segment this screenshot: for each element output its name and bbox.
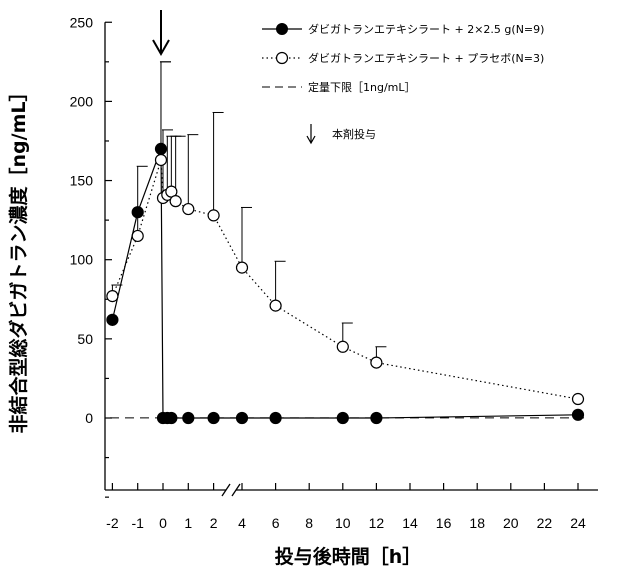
x-tick-label: 10 <box>335 515 351 531</box>
data-point <box>269 411 282 425</box>
dose-annotation-label: 本剤投与 <box>332 127 376 141</box>
x-axis-ticks: -2 -1 0 1 2 4 6 8 10 12 14 16 18 20 22 24 <box>106 483 586 531</box>
series-layer <box>106 61 585 425</box>
data-point <box>336 411 349 425</box>
y-tick-label: 50 <box>77 331 93 347</box>
x-tick-label: 4 <box>238 515 246 531</box>
data-point <box>182 202 195 216</box>
x-tick-label: 1 <box>184 515 192 531</box>
data-point <box>370 411 383 425</box>
dose-annotation: 本剤投与 <box>152 10 376 145</box>
x-axis-title: 投与後時間［h］ <box>275 545 422 568</box>
x-tick-label: -2 <box>106 515 119 531</box>
x-tick-label: 16 <box>436 515 452 531</box>
data-point <box>235 261 249 274</box>
data-point <box>131 229 144 243</box>
series-2 <box>106 61 585 406</box>
data-point <box>169 195 182 208</box>
x-tick-label: 2 <box>210 515 218 531</box>
data-point <box>370 356 383 369</box>
legend-label-reference: 定量下限［1ng/mL］ <box>308 80 416 94</box>
data-point <box>207 209 220 222</box>
y-axis-title: 非結合型総ダビガトラン濃度［ng/mL］ <box>7 83 30 434</box>
x-tick-label: -1 <box>131 515 144 531</box>
data-point <box>207 411 220 425</box>
x-tick-label: 20 <box>503 515 519 531</box>
x-tick-label: 6 <box>272 515 280 531</box>
legend-marker-series-1 <box>276 23 288 35</box>
x-tick-label: 14 <box>402 515 418 531</box>
data-point <box>106 313 119 326</box>
down-arrow-icon <box>306 135 316 145</box>
series-1-line <box>111 148 579 419</box>
data-point <box>182 411 195 425</box>
data-point <box>165 411 178 425</box>
series-2-line <box>111 159 579 400</box>
legend-label-series-1: ダビガトランエテキシラート + 2×2.5 g(N=9) <box>308 22 544 36</box>
axis-break-mark <box>221 483 231 497</box>
data-point <box>571 392 585 406</box>
legend-marker-series-2 <box>275 51 289 65</box>
axis-break-mark <box>231 483 241 497</box>
data-point <box>571 408 585 421</box>
x-tick-label: 22 <box>537 515 553 531</box>
data-point <box>235 411 249 425</box>
y-tick-label: 200 <box>70 93 94 109</box>
y-tick-label: 0 <box>85 410 93 426</box>
x-tick-label: 24 <box>570 515 586 531</box>
x-tick-label: 0 <box>159 515 167 531</box>
y-axis-ticks: 0 50 100 150 200 250 <box>70 14 112 498</box>
x-tick-label: 18 <box>469 515 485 531</box>
series-1 <box>106 61 585 425</box>
axes <box>104 22 598 497</box>
data-point <box>269 299 282 312</box>
data-point <box>154 153 168 167</box>
y-tick-label: 150 <box>70 173 94 189</box>
down-arrow-icon <box>152 39 170 57</box>
legend-label-series-2: ダビガトランエテキシラート + プラセボ(N=3) <box>308 51 544 65</box>
legend: ダビガトランエテキシラート + 2×2.5 g(N=9) ダビガトランエテキシラ… <box>262 22 544 94</box>
data-point <box>336 340 349 353</box>
y-tick-label: 100 <box>70 252 94 268</box>
x-tick-label: 12 <box>369 515 385 531</box>
x-tick-label: 8 <box>305 515 313 531</box>
y-tick-label: 250 <box>70 14 94 30</box>
data-point <box>106 290 119 303</box>
